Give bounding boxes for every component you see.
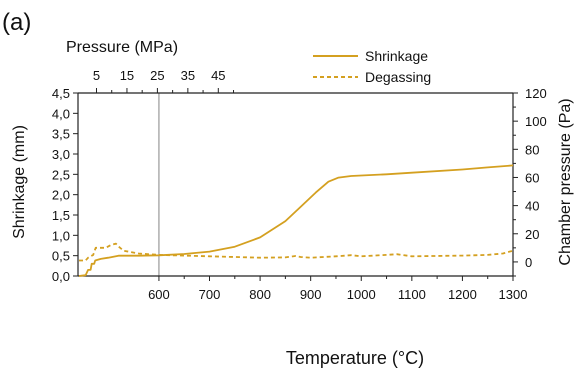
y-tick-label: 4,0 <box>52 106 70 121</box>
x-tick-label: 1000 <box>347 287 376 302</box>
y2-tick-label: 100 <box>525 114 547 129</box>
x2-tick-label: 25 <box>150 68 164 83</box>
y-tick-label: 1,5 <box>52 208 70 223</box>
y-tick-label: 3,0 <box>52 147 70 162</box>
y-tick-label: 0,0 <box>52 269 70 284</box>
x-axis-title: Temperature (°C) <box>286 348 424 368</box>
x-tick-label: 1100 <box>398 287 426 302</box>
y-tick-label: 3,5 <box>52 127 70 142</box>
y-tick-label: 2,0 <box>52 188 70 203</box>
y2-tick-label: 20 <box>525 227 539 242</box>
top-axis-title: Pressure (MPa) <box>66 39 178 56</box>
panel-label: (a) <box>2 9 31 36</box>
legend-label-degassing: Degassing <box>365 69 431 85</box>
y-tick-label: 2,5 <box>52 167 70 182</box>
x-tick-label: 800 <box>249 287 271 302</box>
y-axis-title: Shrinkage (mm) <box>11 125 28 239</box>
series-line-degassing <box>79 242 514 262</box>
x-tick-label: 1200 <box>448 287 477 302</box>
y2-tick-label: 0 <box>525 255 532 270</box>
y2-tick-label: 60 <box>525 170 539 185</box>
y-tick-label: 4,5 <box>52 86 70 101</box>
x-tick-label: 900 <box>300 287 322 302</box>
x2-tick-label: 45 <box>211 68 225 83</box>
y2-tick-label: 80 <box>525 142 539 157</box>
series-line-shrinkage <box>78 164 514 277</box>
x-tick-label: 700 <box>199 287 221 302</box>
y-tick-label: 1,0 <box>52 228 70 243</box>
legend-label-shrinkage: Shrinkage <box>365 48 428 64</box>
x-tick-label: 1300 <box>499 287 528 302</box>
x-tick-label: 600 <box>148 287 170 302</box>
legend: Shrinkage Degassing <box>313 48 431 85</box>
x2-tick-label: 35 <box>181 68 195 83</box>
x2-tick-label: 5 <box>93 68 100 83</box>
y2-tick-label: 40 <box>525 199 539 214</box>
y2-tick-label: 120 <box>525 86 547 101</box>
x2-tick-label: 15 <box>120 68 134 83</box>
y2-axis-title: Chamber pressure (Pa) <box>557 98 574 265</box>
y-tick-label: 0,5 <box>52 249 70 264</box>
